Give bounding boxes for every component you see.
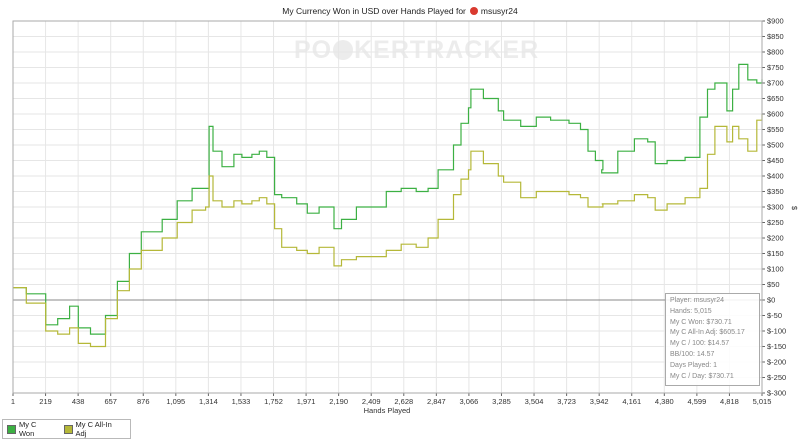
pokertracker-logo-icon [469,7,478,15]
x-tick-label: 1,533 [232,397,251,406]
x-tick-label: 1,971 [297,397,316,406]
x-tick-label: 4,818 [720,397,739,406]
y-axis-label: $ [790,206,799,211]
chart-title: My Currency Won in USD over Hands Played… [0,6,800,16]
y-tick-label: $-200 [767,358,786,367]
y-tick-label: $-150 [767,342,786,351]
info-line: BB/100: 14.57 [670,350,715,358]
info-line: My C / 100: $14.57 [670,340,730,348]
y-tick-label: $-50 [767,311,782,320]
x-tick-label: 876 [137,397,150,406]
chart-legend: My C Won My C All-In Adj [2,419,131,439]
poker-chip-icon [333,40,354,60]
info-line: My C / Day: $730.71 [670,372,734,380]
legend-label: My C All-In Adj [75,420,112,438]
y-tick-label: $500 [767,141,784,150]
legend-swatch [7,424,16,434]
x-tick-label: 3,723 [557,397,576,406]
chart-grid [12,20,763,394]
x-tick-label: 3,942 [590,397,609,406]
chart-series [13,63,763,348]
y-tick-label: $800 [767,48,784,57]
x-tick-label: 2,628 [394,397,413,406]
x-tick-label: 1 [11,397,15,406]
y-tick-label: $200 [767,234,784,243]
y-tick-label: $550 [767,125,784,134]
x-tick-label: 3,066 [460,397,479,406]
y-tick-label: $750 [767,63,784,72]
legend-item[interactable]: My C Won [7,420,54,438]
y-tick-label: $-250 [767,373,786,382]
x-tick-label: 219 [39,397,52,406]
x-tick-label: 1,314 [199,397,218,406]
y-tick-label: $150 [767,249,784,258]
player-name: msusyr24 [480,6,518,16]
plot-frame [12,20,763,394]
y-tick-label: $700 [767,79,784,88]
info-line: My C All-In Adj: $605.17 [670,329,745,337]
info-line: Days Played: 1 [670,361,718,369]
y-tick-label: $-300 [767,389,786,398]
y-tick-label: $400 [767,172,784,181]
x-tick-label: 1,752 [264,397,283,406]
x-tick-label: 4,161 [622,397,641,406]
y-tick-label: $-100 [767,327,786,336]
y-tick-label: $350 [767,187,784,196]
x-tick-label: 3,285 [492,397,511,406]
info-line: My C Won: $730.71 [670,318,732,326]
y-tick-label: $450 [767,156,784,165]
x-tick-label: 657 [104,397,117,406]
x-tick-label: 4,599 [687,397,706,406]
y-tick-label: $650 [767,94,784,103]
x-tick-label: 2,847 [427,397,446,406]
stats-info-box: Player: msusyr24 Hands: 5,015 My C Won: $7… [665,293,760,386]
info-line: Hands: 5,015 [670,307,712,315]
legend-swatch [63,424,73,434]
legend-item[interactable]: My C All-In Adj [63,420,124,438]
x-tick-label: 3,504 [525,397,544,406]
y-tick-label: $0 [767,296,775,305]
legend-label: My C Won [18,420,37,438]
title-prefix: My Currency Won in USD over Hands Played… [282,6,466,16]
x-axis-label: Hands Played [364,406,411,415]
y-tick-label: $50 [767,280,780,289]
x-tick-label: 4,380 [655,397,674,406]
series-line-my-c-all-in-adj [13,114,763,348]
y-tick-label: $850 [767,32,784,41]
x-tick-label: 438 [72,397,85,406]
y-tick-label: $100 [767,265,784,274]
pokertracker-watermark: PO KERTRACKER [294,36,540,64]
x-tick-label: 1,095 [166,397,185,406]
series-line-my-c-won [13,63,763,335]
y-tick-label: $250 [767,218,784,227]
x-tick-label: 2,409 [362,397,381,406]
x-tick-label: 5,015 [753,397,772,406]
chart-axes: $900 $850 $800 $750 $700 $650 $600 $550 $500 $450… [11,17,786,407]
y-tick-label: $900 [767,17,784,26]
info-line: Player: msusyr24 [670,297,725,304]
y-tick-label: $300 [767,203,784,212]
x-tick-label: 2,190 [329,397,348,406]
y-tick-label: $600 [767,110,784,119]
